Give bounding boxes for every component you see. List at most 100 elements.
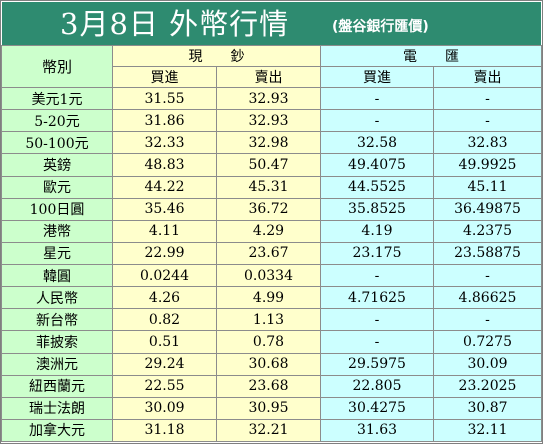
cash-sell-value: 1.13 [216,308,321,332]
table-row: 100日圓 35.46 36.72 35.8525 36.49875 [1,197,542,221]
cash-sell-value: 0.78 [216,330,321,354]
currency-name: 美元1元 [1,86,113,111]
currency-name: 澳洲元 [1,352,113,376]
wire-sell-value: 32.83 [433,131,542,155]
wire-buy-value: 31.63 [320,418,434,443]
wire-sell-value: 4.86625 [433,286,542,310]
header-currency: 幣別 [1,45,113,88]
cash-buy-value: 4.26 [112,286,217,310]
cash-sell-value: 30.68 [216,352,321,376]
wire-buy-value: - [320,308,434,332]
table-row: 50-100元 32.33 32.98 32.58 32.83 [1,131,542,155]
header-wire: 電 匯 [320,45,542,67]
cash-buy-value: 0.82 [112,308,217,332]
cash-buy-value: 32.33 [112,131,217,155]
title-bar: 3月8日 外幣行情 (盤谷銀行匯價) [2,2,541,46]
table-row: 美元1元 31.55 32.93- - [1,86,542,111]
wire-buy-value: 35.8525 [320,197,434,221]
table-row: 韓圓 0.0244 0.0334- - [1,263,542,288]
currency-name: 5-20元 [1,109,113,133]
wire-buy-value: 4.71625 [320,286,434,310]
cash-buy-value: 35.46 [112,197,217,221]
currency-name: 菲披索 [1,330,113,354]
cash-sell-value: 23.67 [216,241,321,266]
table-row: 澳洲元 29.24 30.68 29.5975 30.09 [1,352,542,376]
wire-sell-value: - [433,308,542,332]
cash-buy-value: 31.86 [112,109,217,133]
cash-sell-value: 4.29 [216,219,321,243]
cash-sell-value: 50.47 [216,153,321,177]
cash-buy-value: 22.55 [112,374,217,398]
page-subtitle: (盤谷銀行匯價) [332,19,429,35]
header-wire-buy: 買進 [320,66,434,88]
currency-name: 50-100元 [1,131,113,155]
cash-buy-value: 0.0244 [112,263,217,288]
currency-name: 港幣 [1,219,113,243]
cash-buy-value: 0.51 [112,330,217,354]
cash-sell-value: 0.0334 [216,263,321,288]
cash-buy-value: 31.18 [112,418,217,443]
page-title: 3月8日 外幣行情 [60,7,290,41]
table-row: 5-20元 31.86 32.93- - [1,109,542,133]
cash-sell-value: 4.99 [216,286,321,310]
wire-sell-value: - [433,263,542,288]
header-cash-sell: 賣出 [216,66,321,88]
cash-sell-value: 32.93 [216,109,321,133]
currency-name: 星元 [1,241,113,266]
cash-buy-value: 48.83 [112,153,217,177]
cash-sell-value: 45.31 [216,175,321,199]
table-row: 菲披索 0.51 0.78-0.7275 [1,330,542,354]
cash-sell-value: 23.68 [216,374,321,398]
cash-sell-value: 30.95 [216,396,321,420]
currency-name: 加拿大元 [1,418,113,443]
wire-sell-value: 30.09 [433,352,542,376]
wire-buy-value: - [320,86,434,111]
table-row: 紐西蘭元 22.55 23.68 22.805 23.2025 [1,374,542,398]
table-row: 人民幣 4.26 4.99 4.71625 4.86625 [1,286,542,310]
currency-name: 100日圓 [1,197,113,221]
cash-sell-value: 32.21 [216,418,321,443]
wire-sell-value: 23.58875 [433,241,542,266]
header-cash: 現 鈔 [112,45,321,67]
wire-sell-value: 4.2375 [433,219,542,243]
table-row: 瑞士法朗 30.09 30.95 30.4275 30.87 [1,396,542,420]
cash-buy-value: 4.11 [112,219,217,243]
wire-sell-value: 30.87 [433,396,542,420]
currency-name: 紐西蘭元 [1,374,113,398]
header-cash-buy: 買進 [112,66,217,88]
rate-table: 幣別 現 鈔 電 匯 買進 賣出 買進 賣出 美元1元 31.55 32.93- -5… [1,45,542,443]
table-row: 歐元 44.22 45.31 44.5525 45.11 [1,175,542,199]
wire-buy-value: 22.805 [320,374,434,398]
cash-sell-value: 32.93 [216,86,321,111]
table-row: 加拿大元 31.18 32.21 31.63 32.11 [1,418,542,443]
wire-sell-value: 49.9925 [433,153,542,177]
currency-name: 新台幣 [1,308,113,332]
cash-buy-value: 29.24 [112,352,217,376]
wire-buy-value: 29.5975 [320,352,434,376]
wire-sell-value: 0.7275 [433,330,542,354]
currency-name: 瑞士法朗 [1,396,113,420]
wire-buy-value: 30.4275 [320,396,434,420]
wire-sell-value: - [433,86,542,111]
cash-sell-value: 36.72 [216,197,321,221]
wire-sell-value: 45.11 [433,175,542,199]
wire-buy-value: - [320,263,434,288]
cash-buy-value: 31.55 [112,86,217,111]
cash-buy-value: 22.99 [112,241,217,266]
wire-buy-value: 23.175 [320,241,434,266]
wire-buy-value: 49.4075 [320,153,434,177]
table-row: 新台幣 0.82 1.13- - [1,308,542,332]
wire-buy-value: - [320,109,434,133]
wire-sell-value: 36.49875 [433,197,542,221]
currency-name: 韓圓 [1,263,113,288]
wire-sell-value: 32.11 [433,418,542,443]
wire-buy-value: 32.58 [320,131,434,155]
table-row: 港幣 4.11 4.29 4.19 4.2375 [1,219,542,243]
currency-name: 人民幣 [1,286,113,310]
cash-buy-value: 30.09 [112,396,217,420]
wire-buy-value: - [320,330,434,354]
wire-sell-value: 23.2025 [433,374,542,398]
wire-buy-value: 44.5525 [320,175,434,199]
currency-name: 英鎊 [1,153,113,177]
